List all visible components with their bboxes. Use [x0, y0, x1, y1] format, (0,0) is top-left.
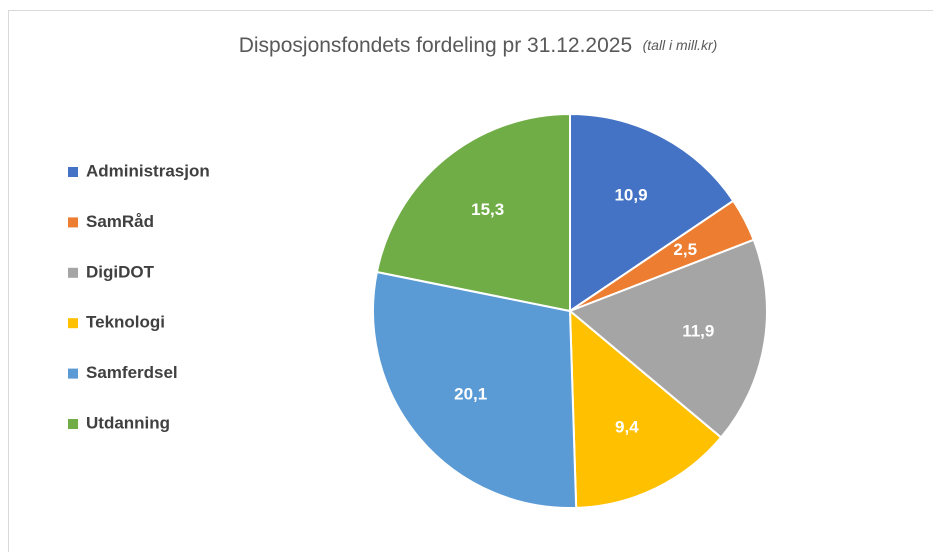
legend-swatch [68, 368, 78, 379]
pie-slice [569, 112, 735, 313]
chart-title-group: Disposjonsfondets fordeling pr 31.12.202… [239, 34, 718, 57]
legend-swatch [68, 318, 78, 329]
legend-swatch [68, 267, 78, 278]
pie-slice [568, 308, 723, 509]
data-label: 11,9 [682, 322, 714, 341]
legend-label: Utdanning [86, 413, 170, 432]
chart-title: Disposjonsfondets fordeling pr 31.12.202… [239, 34, 632, 57]
data-label: 20,1 [454, 384, 487, 403]
legend-swatch [68, 167, 78, 177]
data-label: 9,4 [615, 417, 639, 436]
legend-label: Administrasjon [86, 161, 210, 180]
chart-subtitle: (tall i mill.kr) [643, 37, 718, 53]
data-label: 10,9 [614, 186, 647, 205]
legend-swatch [68, 217, 78, 228]
legend-label: Teknologi [86, 313, 165, 332]
legend-label: SamRåd [86, 212, 154, 231]
legend-label: Samferdsel [86, 363, 178, 382]
legend-swatch [68, 419, 78, 429]
legend-label: DigiDOT [86, 262, 155, 281]
pie-slice [568, 238, 768, 439]
data-label: 15,3 [471, 200, 504, 219]
pie-slice [375, 112, 571, 313]
data-label: 2,5 [673, 240, 697, 259]
pie-slice [372, 270, 578, 509]
